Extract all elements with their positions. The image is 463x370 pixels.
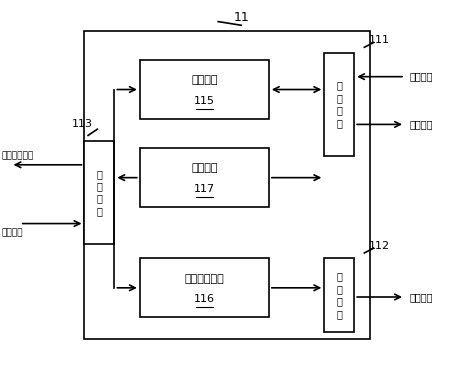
FancyBboxPatch shape	[139, 148, 269, 207]
Text: 117: 117	[194, 184, 214, 194]
FancyBboxPatch shape	[139, 258, 269, 317]
FancyBboxPatch shape	[84, 141, 114, 244]
Text: 分压信号: 分压信号	[409, 120, 432, 130]
Text: 第
三
端
口: 第 三 端 口	[96, 169, 102, 216]
Text: 同轴传输电路: 同轴传输电路	[184, 274, 224, 284]
Text: 112: 112	[368, 240, 389, 250]
Text: 111: 111	[368, 35, 389, 45]
Text: 116: 116	[194, 294, 214, 304]
Text: 第
二
端
口: 第 二 端 口	[336, 272, 341, 319]
FancyBboxPatch shape	[324, 53, 353, 156]
Text: 同轴信号: 同轴信号	[1, 228, 23, 237]
Text: 控制信号: 控制信号	[409, 72, 432, 82]
Text: 检测电路: 检测电路	[191, 164, 217, 174]
Text: 115: 115	[194, 95, 214, 105]
Text: 113: 113	[71, 120, 93, 130]
FancyBboxPatch shape	[139, 60, 269, 119]
Text: 同轴信号: 同轴信号	[409, 292, 432, 302]
Text: 第
一
端
口: 第 一 端 口	[336, 81, 341, 128]
Text: 11: 11	[233, 11, 249, 24]
FancyBboxPatch shape	[324, 258, 353, 332]
FancyBboxPatch shape	[84, 31, 369, 339]
Text: 控制电路: 控制电路	[191, 75, 217, 85]
Text: 位置配置信号: 位置配置信号	[1, 151, 33, 160]
